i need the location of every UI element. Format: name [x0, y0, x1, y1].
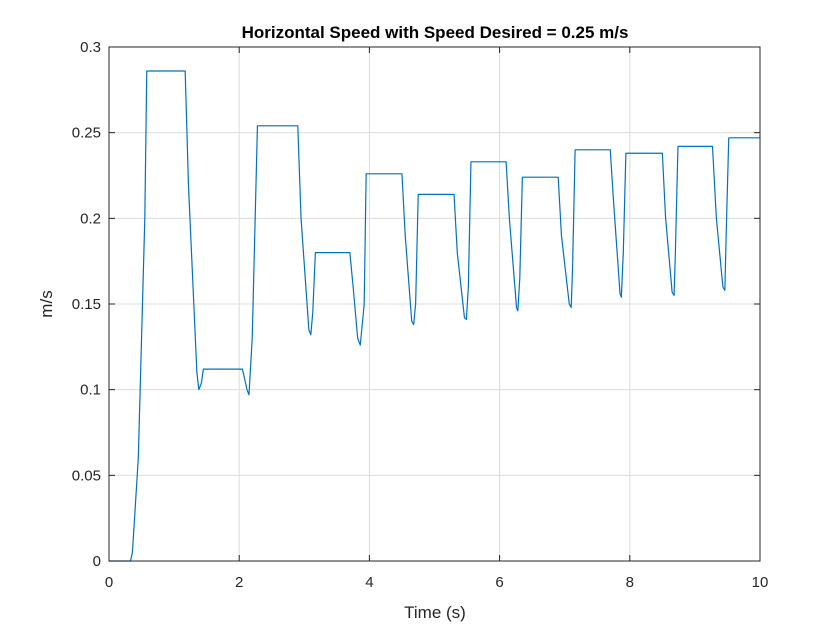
chart-title: Horizontal Speed with Speed Desired = 0.… [242, 23, 629, 42]
x-tick-label: 6 [495, 574, 503, 591]
plot-area [109, 70, 760, 562]
x-axis-label: Time (s) [404, 603, 466, 622]
y-tick-label: 0.1 [80, 382, 101, 399]
y-axis-label: m/s [37, 290, 56, 317]
x-tick-label: 4 [365, 574, 373, 591]
y-tick-label: 0.2 [80, 210, 101, 227]
x-tick-label: 8 [626, 574, 634, 591]
x-tick-label: 2 [235, 574, 243, 591]
y-tick-label: 0 [93, 553, 101, 570]
x-axis-tick-labels: 0 2 4 6 8 10 [105, 574, 769, 591]
y-tick-label: 0.25 [72, 125, 101, 142]
gridlines [108, 46, 761, 562]
y-tick-label: 0.15 [72, 296, 101, 313]
x-tick-label: 10 [752, 574, 769, 591]
x-tick-label: 0 [105, 574, 113, 591]
y-tick-label: 0.05 [72, 467, 101, 484]
speed-series-line [109, 70, 760, 562]
tick-marks [108, 46, 761, 562]
y-tick-label: 0.3 [80, 39, 101, 56]
y-axis-tick-labels: 0 0.05 0.1 0.15 0.2 0.25 0.3 [72, 39, 101, 570]
